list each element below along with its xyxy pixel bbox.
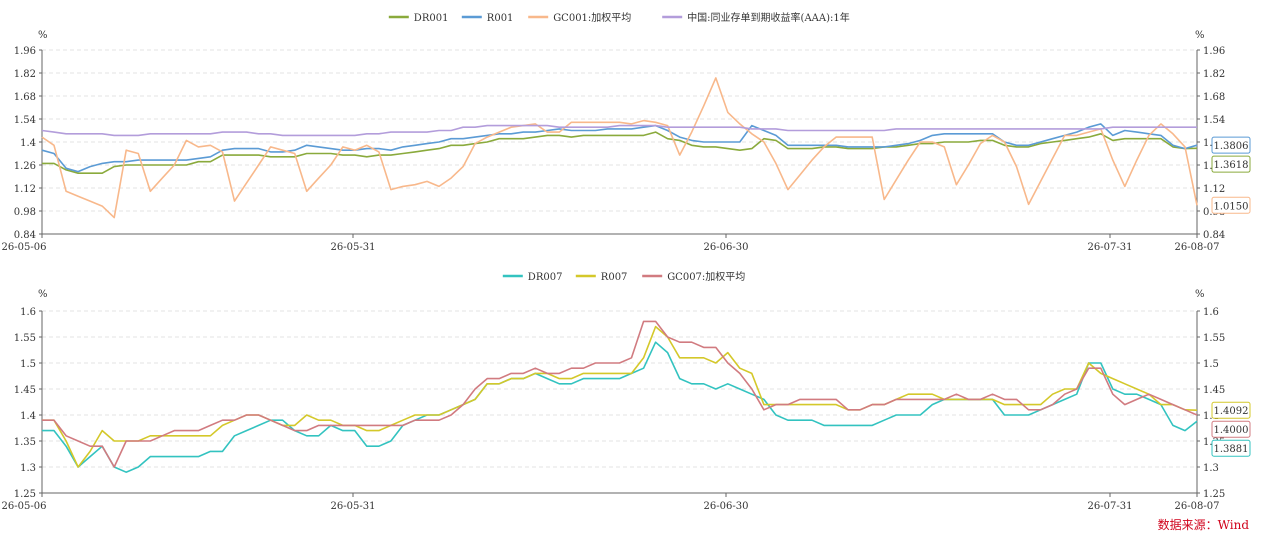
x-tick-label: 26-08-07 bbox=[1175, 242, 1220, 253]
end-value-box bbox=[1211, 196, 1251, 214]
legend-label: GC001:加权平均 bbox=[553, 11, 631, 24]
y-tick-label-right: 1.25 bbox=[1203, 489, 1225, 500]
y-tick-label-right: 1.4 bbox=[1203, 138, 1219, 149]
end-value-label: 1.3881 bbox=[1214, 444, 1249, 455]
end-value-label: 1.4000 bbox=[1214, 425, 1249, 436]
legend-label: R001 bbox=[487, 13, 514, 24]
end-value-box bbox=[1211, 420, 1251, 438]
legend-label: DR001 bbox=[414, 13, 449, 24]
y-tick-label-right: 1.45 bbox=[1203, 385, 1225, 396]
series-line bbox=[41, 77, 1198, 219]
y-tick-label-right: 1.4 bbox=[1203, 411, 1219, 422]
end-value-box bbox=[1211, 155, 1251, 173]
x-tick-label: 26-07-31 bbox=[1088, 242, 1133, 253]
series-line bbox=[42, 131, 1198, 174]
end-value-box bbox=[1211, 439, 1251, 457]
y-tick-label-right: 1.82 bbox=[1203, 69, 1225, 80]
end-value-box bbox=[1211, 401, 1251, 419]
end-value-label: 1.3618 bbox=[1214, 160, 1249, 171]
y-tick-label-left: 1.26 bbox=[14, 161, 36, 172]
legend-label: R007 bbox=[601, 272, 628, 283]
x-tick-label: 26-05-06 bbox=[2, 501, 47, 512]
data-source-label: 数据来源：Wind bbox=[1157, 518, 1249, 532]
y-tick-label-left: 1.3 bbox=[20, 463, 36, 474]
y-tick-label-left: 1.68 bbox=[14, 92, 36, 103]
y-tick-label-left: 0.98 bbox=[14, 207, 36, 218]
x-tick-label: 26-05-06 bbox=[2, 242, 47, 253]
y-unit-right: % bbox=[1195, 289, 1205, 300]
series-line bbox=[42, 341, 1198, 474]
end-value-box bbox=[1211, 136, 1251, 154]
y-tick-label-right: 1.12 bbox=[1203, 184, 1225, 195]
legend-label: DR007 bbox=[528, 272, 563, 283]
y-tick-label-right: 1.3 bbox=[1203, 463, 1219, 474]
x-tick-label: 26-06-30 bbox=[704, 242, 749, 253]
y-tick-label-left: 1.5 bbox=[20, 359, 36, 370]
x-tick-label: 26-05-31 bbox=[331, 242, 376, 253]
y-tick-label-left: 1.55 bbox=[14, 333, 36, 344]
y-tick-label-left: 1.82 bbox=[14, 69, 36, 80]
y-tick-label-left: 1.12 bbox=[14, 184, 36, 195]
y-tick-label-left: 1.6 bbox=[20, 307, 36, 318]
legend-label: GC007:加权平均 bbox=[667, 270, 745, 283]
x-tick-label: 26-07-31 bbox=[1088, 501, 1133, 512]
series-line bbox=[42, 320, 1198, 468]
series-line bbox=[42, 325, 1198, 468]
y-tick-label-right: 0.84 bbox=[1203, 230, 1225, 241]
y-unit-right: % bbox=[1195, 30, 1205, 41]
y-tick-label-left: 1.4 bbox=[20, 411, 36, 422]
series-line bbox=[41, 124, 1197, 137]
y-tick-label-left: 1.54 bbox=[14, 115, 36, 126]
y-tick-label-right: 1.96 bbox=[1203, 46, 1225, 57]
x-tick-label: 26-06-30 bbox=[704, 501, 749, 512]
y-tick-label-right: 1.5 bbox=[1203, 359, 1219, 370]
y-tick-label-right: 1.55 bbox=[1203, 333, 1225, 344]
y-unit-left: % bbox=[38, 289, 48, 300]
y-tick-label-left: 1.96 bbox=[14, 46, 36, 57]
legend-label: 中国:同业存单到期收益率(AAA):1年 bbox=[687, 11, 850, 24]
y-tick-label-right: 1.54 bbox=[1203, 115, 1225, 126]
end-value-label: 1.4092 bbox=[1214, 406, 1249, 417]
y-unit-left: % bbox=[38, 30, 48, 41]
x-tick-label: 26-08-07 bbox=[1175, 501, 1220, 512]
end-value-label: 1.0150 bbox=[1214, 201, 1249, 212]
y-tick-label-left: 0.84 bbox=[14, 230, 36, 241]
y-tick-label-left: 1.4 bbox=[20, 138, 36, 149]
y-tick-label-right: 1.68 bbox=[1203, 92, 1225, 103]
end-value-label: 1.3806 bbox=[1214, 141, 1249, 152]
y-tick-label-left: 1.25 bbox=[14, 489, 36, 500]
y-tick-label-left: 1.45 bbox=[14, 385, 36, 396]
y-tick-label-right: 1.6 bbox=[1203, 307, 1219, 318]
y-tick-label-left: 1.35 bbox=[14, 437, 36, 448]
x-tick-label: 26-05-31 bbox=[331, 501, 376, 512]
